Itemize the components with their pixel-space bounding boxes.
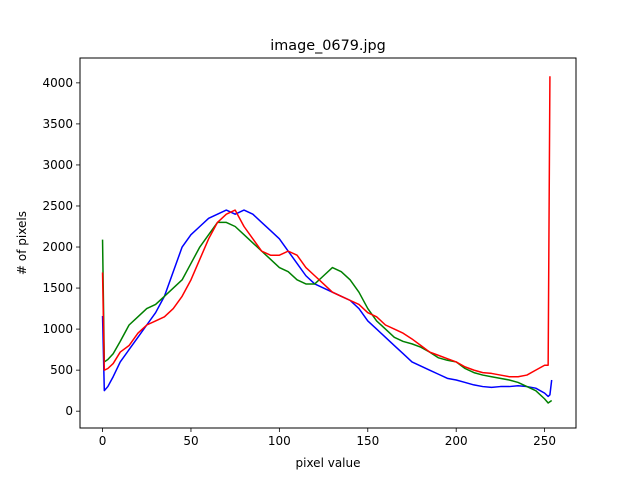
chart-title: image_0679.jpg [270,38,385,54]
x-tick-label: 50 [183,434,198,448]
series-line-2 [101,76,551,378]
y-tick-label: 2000 [42,240,73,254]
x-tick-label: 200 [445,434,468,448]
y-tick-label: 0 [65,404,73,418]
y-tick-label: 4000 [42,76,73,90]
series-line-1 [101,221,553,404]
y-axis-label: # of pixels [15,211,29,275]
series-line-0 [101,209,553,398]
y-tick-label: 500 [50,363,73,377]
y-tick-label: 1000 [42,322,73,336]
y-tick-label: 3000 [42,158,73,172]
x-tick-label: 0 [99,434,107,448]
x-tick-label: 100 [268,434,291,448]
y-tick-label: 2500 [42,199,73,213]
y-tick-label: 3500 [42,117,73,131]
plot-area [101,76,553,404]
x-tick-label: 150 [356,434,379,448]
x-tick-label: 250 [533,434,556,448]
x-axis-label: pixel value [296,456,361,470]
plot-frame [79,57,577,429]
y-tick-label: 1500 [42,281,73,295]
